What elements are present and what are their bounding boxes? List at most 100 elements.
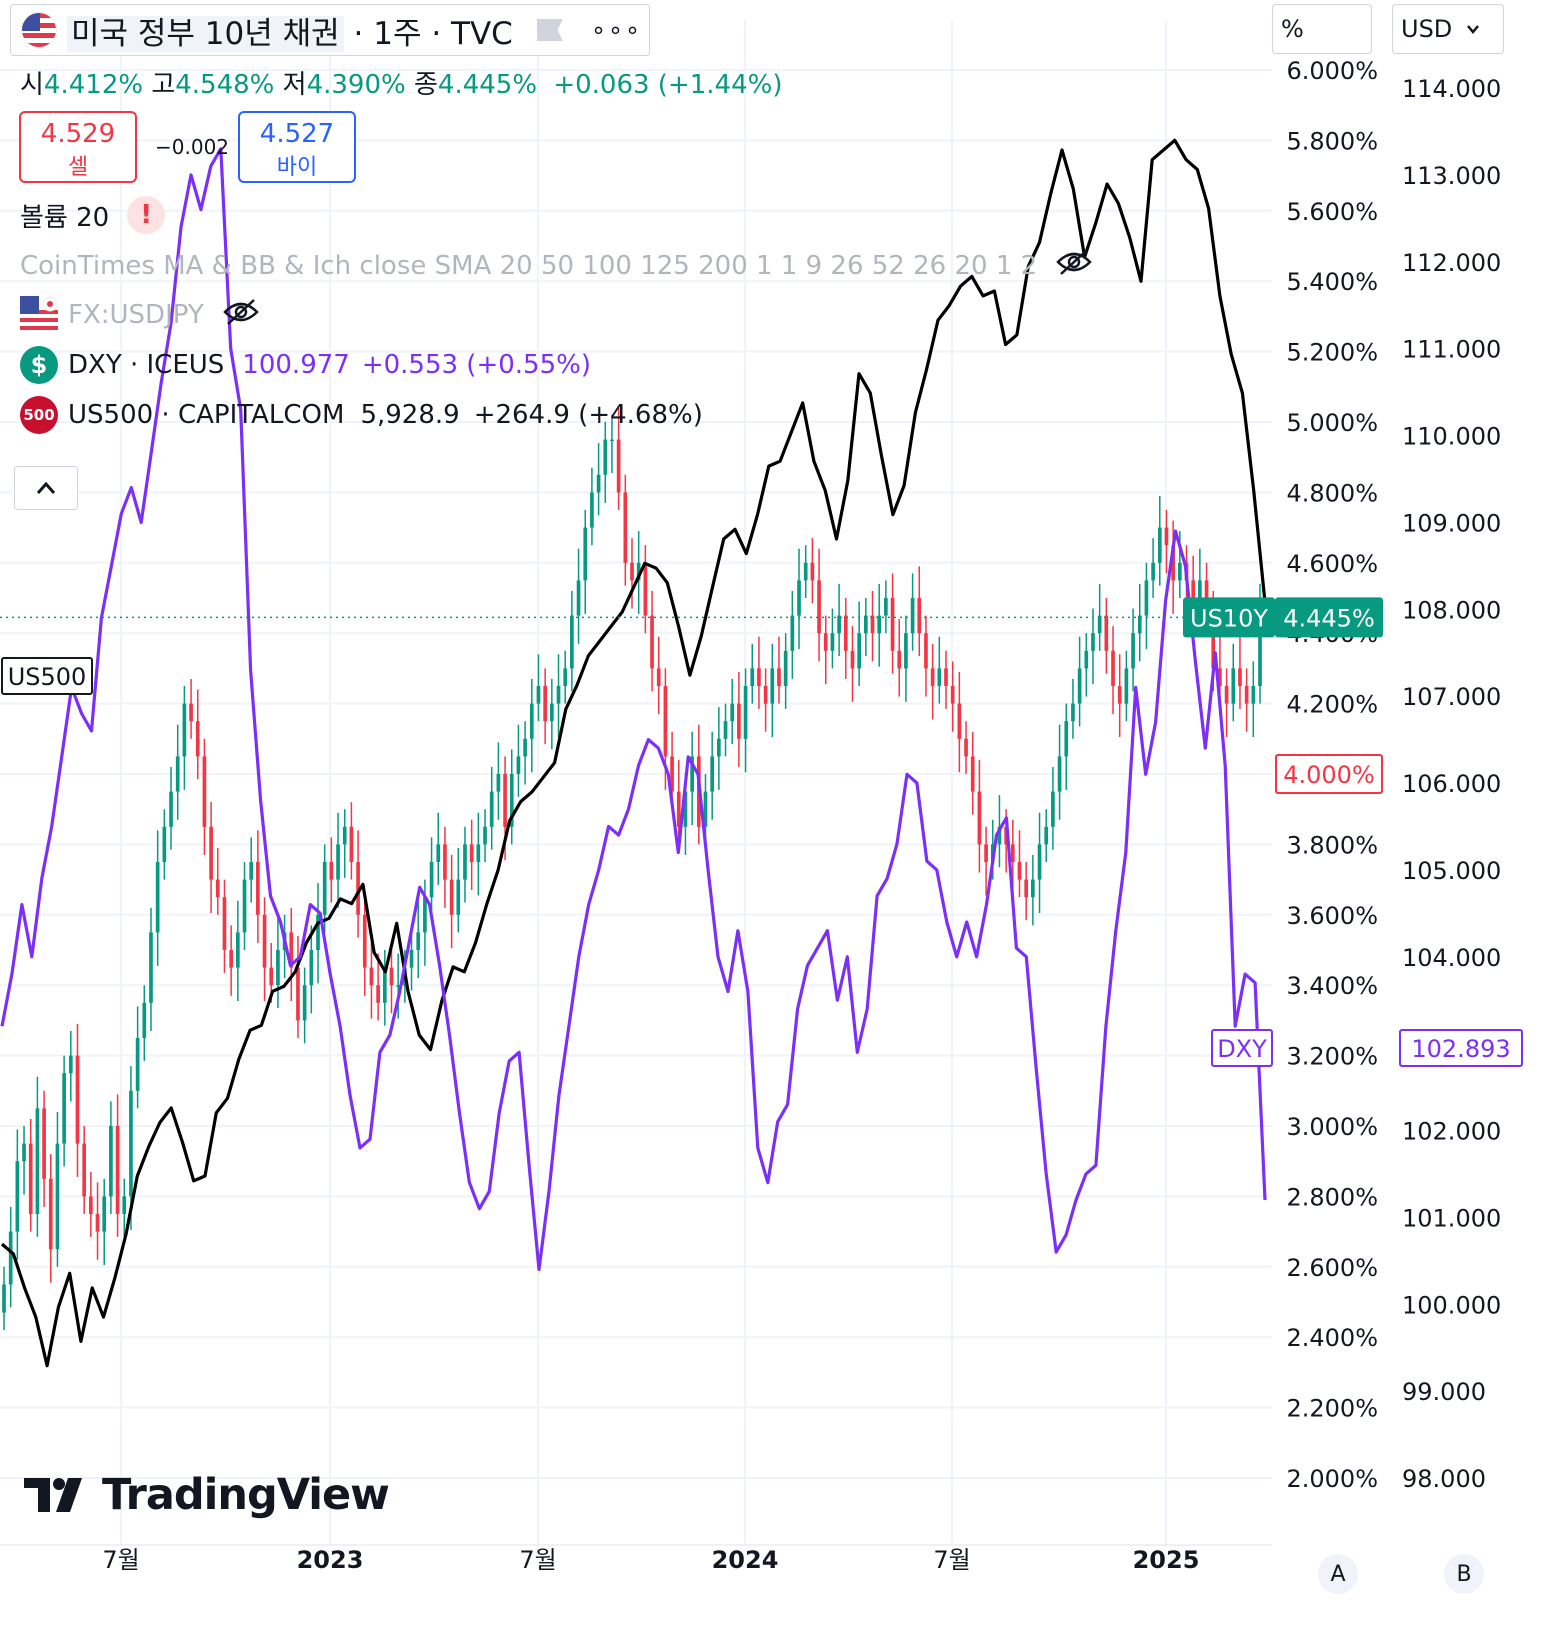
grid-lines: [0, 20, 1272, 1545]
candle: [89, 1196, 93, 1214]
sell-button[interactable]: 4.529 셀: [19, 111, 137, 183]
symbol-name[interactable]: 미국 정부 10년 채권: [67, 15, 344, 52]
more-icon[interactable]: ∘∘∘: [590, 16, 642, 44]
us500-icon: 500: [20, 396, 58, 434]
candle: [924, 633, 928, 669]
candle: [75, 1055, 80, 1144]
candle: [242, 879, 247, 933]
candle: [256, 862, 260, 915]
candle: [1238, 668, 1242, 686]
candle: [1231, 668, 1236, 704]
auto-scale-button[interactable]: A: [1318, 1554, 1358, 1594]
candle: [937, 668, 942, 686]
interval-source[interactable]: · 1주 · TVC: [353, 15, 513, 52]
candle: [336, 844, 340, 880]
candle: [249, 862, 254, 880]
buy-button[interactable]: 4.527 바이: [238, 111, 356, 183]
usd-tick-label: 109.000: [1402, 509, 1501, 537]
candle: [483, 826, 487, 845]
us10y-tag: US10Y: [1190, 604, 1268, 632]
candle: [703, 791, 708, 827]
candle: [984, 844, 988, 862]
candle: [175, 756, 180, 792]
candle: [1224, 686, 1229, 704]
us10y-price-tag: 4.445%: [1283, 604, 1375, 632]
candle: [1024, 879, 1029, 898]
percent-tick-label: 3.200%: [1286, 1043, 1378, 1071]
candle: [469, 844, 474, 862]
candle: [1010, 844, 1015, 862]
us10y-price-tag-box: [1275, 597, 1383, 638]
dxy-value: 100.977: [242, 350, 350, 380]
percent-tick-label: 4.800%: [1286, 479, 1378, 507]
candle: [122, 1196, 127, 1214]
tradingview-logo[interactable]: TradingView: [24, 1470, 390, 1520]
candle: [1211, 615, 1216, 669]
usd-tick-label: 102.000: [1402, 1118, 1501, 1146]
time-tick-label: 2023: [297, 1546, 364, 1574]
candle: [1244, 686, 1249, 704]
candle: [476, 844, 481, 862]
candle: [930, 668, 935, 686]
candle: [944, 668, 948, 686]
usd-tick-label: 114.000: [1402, 75, 1501, 103]
candle: [209, 826, 213, 880]
eye-off-icon[interactable]: [222, 298, 260, 333]
candle: [109, 1126, 113, 1197]
candle: [1077, 668, 1082, 704]
percent-tick-label: 2.200%: [1286, 1395, 1378, 1423]
us500-legend[interactable]: 500 US500 · CAPITALCOM 5,928.9 +264.9 (+…: [20, 396, 703, 434]
usdjpy-indicator[interactable]: FX:USDJPY: [20, 296, 260, 334]
flag-marker-icon[interactable]: [536, 19, 563, 41]
warning-icon[interactable]: !: [127, 196, 166, 234]
percent-tick-label: 3.800%: [1286, 831, 1378, 859]
candle: [1144, 580, 1149, 616]
candle: [1004, 826, 1008, 845]
candle: [276, 950, 280, 986]
volume-indicator[interactable]: 볼륨 20 !: [20, 196, 166, 234]
candle: [463, 844, 467, 880]
usd-tick-label: 113.000: [1402, 162, 1501, 190]
candle: [95, 1214, 100, 1232]
dxy-tag: DXY: [1217, 1035, 1267, 1063]
symbol-title[interactable]: 미국 정부 10년 채권 · 1주 · TVC: [67, 8, 513, 53]
dxy-change: +0.553 (+0.55%): [361, 350, 591, 380]
cointimes-indicator[interactable]: CoinTimes MA & BB & Ich close SMA 20 50 …: [20, 248, 1093, 283]
usd-tick-label: 105.000: [1402, 857, 1501, 885]
candle: [770, 668, 775, 704]
currency-axis-selector[interactable]: USD: [1392, 4, 1504, 54]
symbol-header[interactable]: 미국 정부 10년 채권 · 1주 · TVC ∘∘∘: [10, 4, 650, 56]
candle: [603, 439, 608, 475]
candle: [182, 703, 187, 757]
dxy-legend[interactable]: $ DXY · ICEUS 100.977 +0.553 (+0.55%): [20, 346, 591, 384]
candle: [643, 562, 648, 616]
candle: [55, 1143, 60, 1250]
candle: [155, 862, 160, 933]
candle: [1064, 721, 1069, 757]
candle: [910, 598, 915, 634]
candle: [8, 1231, 13, 1285]
candle: [1157, 527, 1162, 563]
dxy-label: DXY · ICEUS: [68, 350, 225, 380]
collapse-legend-button[interactable]: [14, 466, 78, 510]
candle: [750, 668, 755, 686]
open-value: 4.412%: [43, 70, 144, 100]
candle: [610, 439, 614, 442]
percent-tick-label: 5.600%: [1286, 198, 1378, 226]
candle: [970, 756, 975, 792]
candle: [650, 615, 654, 669]
candle: [1057, 756, 1062, 792]
candle: [884, 598, 888, 616]
candle: [777, 668, 781, 686]
candle: [1137, 615, 1142, 634]
candle: [362, 914, 367, 968]
eye-off-icon[interactable]: [1055, 248, 1093, 283]
cointimes-label: CoinTimes MA & BB & Ich close SMA 20 50 …: [20, 250, 1038, 281]
b-scale-button[interactable]: B: [1444, 1554, 1484, 1594]
candle: [1131, 633, 1135, 669]
candle: [443, 844, 447, 880]
candle: [48, 1178, 53, 1250]
candle: [743, 686, 748, 739]
percent-axis-selector[interactable]: %: [1272, 4, 1372, 54]
